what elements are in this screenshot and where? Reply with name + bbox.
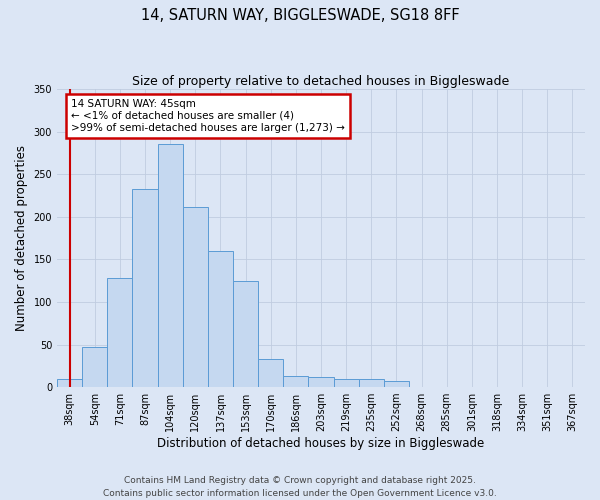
Bar: [308, 377, 334, 387]
Text: Contains HM Land Registry data © Crown copyright and database right 2025.
Contai: Contains HM Land Registry data © Crown c…: [103, 476, 497, 498]
Y-axis label: Number of detached properties: Number of detached properties: [15, 145, 28, 331]
Bar: [283, 376, 308, 387]
Bar: [359, 378, 384, 387]
Bar: [334, 378, 359, 387]
X-axis label: Distribution of detached houses by size in Biggleswade: Distribution of detached houses by size …: [157, 437, 485, 450]
Bar: [233, 280, 258, 387]
Title: Size of property relative to detached houses in Biggleswade: Size of property relative to detached ho…: [133, 75, 509, 88]
Bar: [183, 206, 208, 387]
Text: 14, SATURN WAY, BIGGLESWADE, SG18 8FF: 14, SATURN WAY, BIGGLESWADE, SG18 8FF: [140, 8, 460, 22]
Bar: [158, 144, 183, 387]
Bar: [107, 278, 133, 387]
Bar: [258, 359, 283, 387]
Bar: [384, 381, 409, 387]
Bar: [208, 251, 233, 387]
Bar: [57, 378, 82, 387]
Bar: [133, 189, 158, 387]
Text: 14 SATURN WAY: 45sqm
← <1% of detached houses are smaller (4)
>99% of semi-detac: 14 SATURN WAY: 45sqm ← <1% of detached h…: [71, 100, 345, 132]
Bar: [82, 347, 107, 387]
